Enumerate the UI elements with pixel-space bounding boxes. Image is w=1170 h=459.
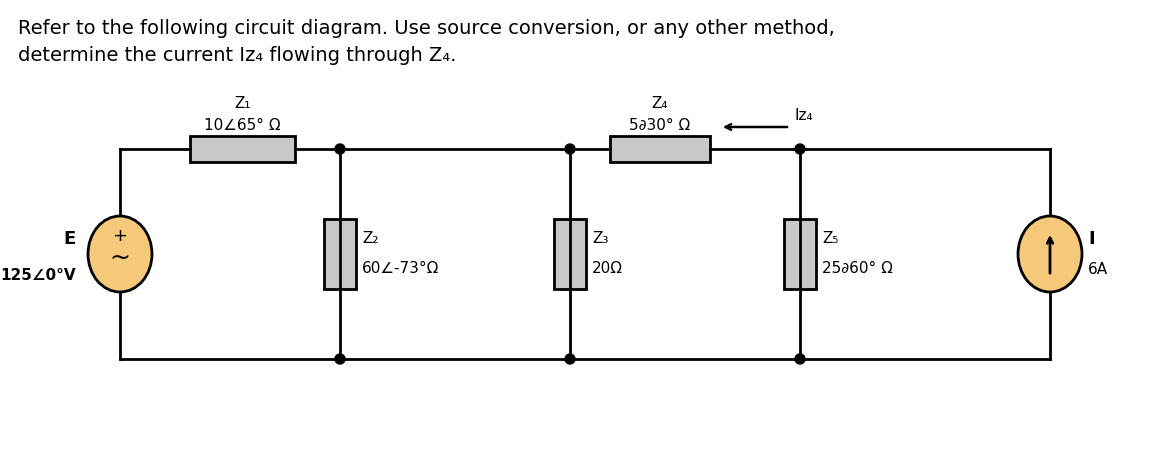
Text: E: E	[63, 230, 76, 248]
Text: 125∠0°V: 125∠0°V	[0, 269, 76, 284]
Text: 6A: 6A	[1088, 262, 1108, 276]
Text: Z₁: Z₁	[234, 96, 250, 111]
Text: 60∠-73°Ω: 60∠-73°Ω	[362, 261, 440, 276]
Circle shape	[794, 144, 805, 154]
Text: ~: ~	[110, 246, 130, 270]
Bar	[190, 136, 295, 162]
Text: Z₂: Z₂	[362, 231, 379, 246]
Circle shape	[565, 354, 574, 364]
Ellipse shape	[1018, 216, 1082, 292]
Circle shape	[335, 144, 345, 154]
Text: determine the current Iz₄ flowing through Z₄.: determine the current Iz₄ flowing throug…	[18, 46, 456, 65]
Text: Iᴢ₄: Iᴢ₄	[794, 108, 813, 123]
Text: 5∂30° Ω: 5∂30° Ω	[629, 118, 690, 133]
Circle shape	[794, 354, 805, 364]
Text: Z₄: Z₄	[652, 96, 668, 111]
Text: Z₃: Z₃	[592, 231, 608, 246]
Text: 25∂60° Ω: 25∂60° Ω	[823, 261, 893, 276]
Text: 20Ω: 20Ω	[592, 261, 622, 276]
Bar	[324, 219, 356, 289]
Ellipse shape	[88, 216, 152, 292]
Bar	[610, 136, 710, 162]
Bar	[555, 219, 586, 289]
Text: Refer to the following circuit diagram. Use source conversion, or any other meth: Refer to the following circuit diagram. …	[18, 19, 834, 38]
Circle shape	[565, 144, 574, 154]
Text: Z₅: Z₅	[823, 231, 839, 246]
Circle shape	[335, 354, 345, 364]
Text: I: I	[1088, 230, 1095, 248]
Text: +: +	[112, 227, 128, 245]
Text: 10∠65° Ω: 10∠65° Ω	[205, 118, 281, 133]
Bar	[784, 219, 815, 289]
